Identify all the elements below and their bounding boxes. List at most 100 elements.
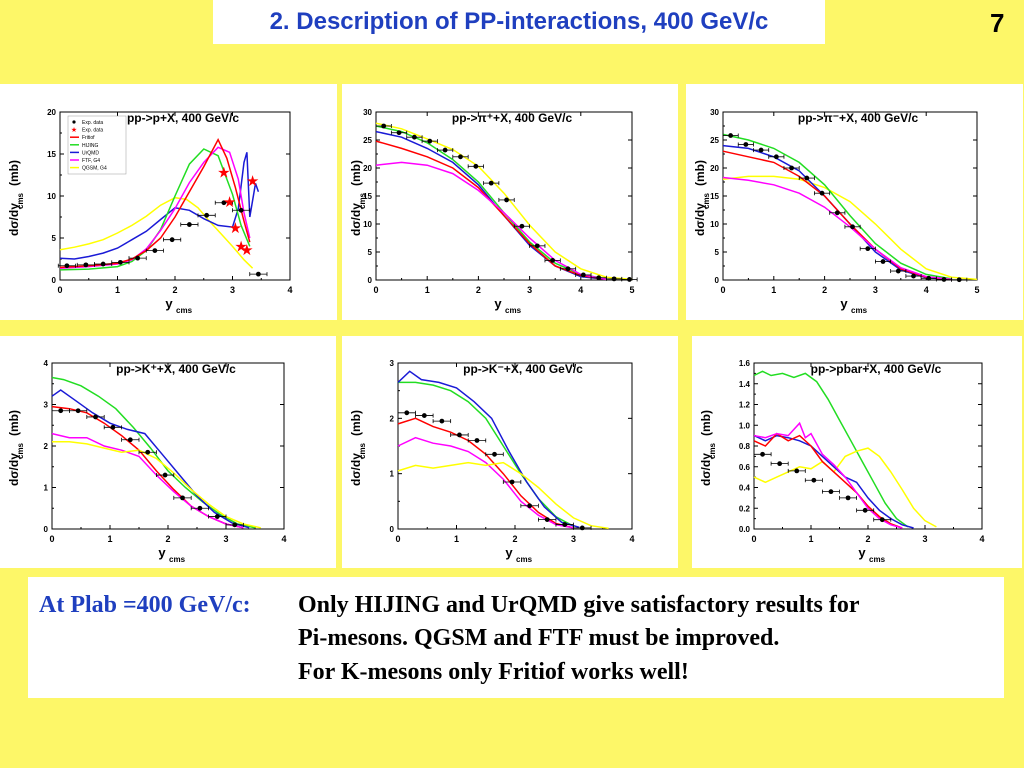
- series-line-qgsm-g4: [59, 196, 254, 269]
- y-tick-label: 1.2: [739, 401, 751, 410]
- exp-data-point: [850, 224, 855, 230]
- exp-data-point: [145, 449, 151, 455]
- exp-data-point: [255, 271, 261, 277]
- y-axis-label: dσ/dy: [349, 203, 363, 236]
- legend-marker-star: ★: [71, 126, 77, 134]
- series-line-hijing: [398, 381, 574, 527]
- legend-entry: HIJING: [82, 143, 99, 149]
- exp-data-point: [819, 190, 825, 196]
- x-tick-label: 3: [230, 285, 235, 295]
- y-tick-label: 20: [363, 164, 372, 173]
- exp-data-star: ★: [217, 163, 230, 181]
- x-tick-label: 4: [924, 285, 929, 295]
- slide-title: 2. Description of PP-interactions, 400 G…: [269, 8, 769, 35]
- exp-data-point: [221, 200, 227, 206]
- exp-data-point: [473, 163, 479, 169]
- exp-data-point: [58, 408, 64, 414]
- exp-data-point: [544, 517, 550, 522]
- exp-data-point: [804, 175, 810, 181]
- x-tick-label: 0: [395, 534, 400, 544]
- exp-data-point: [162, 472, 168, 478]
- x-axis-label: y: [494, 296, 502, 311]
- exp-data-point: [474, 438, 480, 443]
- y-tick-label: 0.8: [739, 442, 751, 451]
- y-tick-label: 1.6: [739, 359, 751, 368]
- plot-frame: [753, 362, 983, 530]
- conclusion-line-1: Only HIJING and UrQMD give satisfactory …: [298, 592, 860, 618]
- y-tick-label: 10: [47, 192, 56, 201]
- y-tick-label: 5: [368, 248, 373, 257]
- y-tick-label: 15: [710, 192, 719, 201]
- y-tick-label: 5: [715, 248, 720, 257]
- exp-data-point: [527, 503, 533, 509]
- exp-data-point: [93, 414, 98, 420]
- exp-data-point: [100, 261, 106, 267]
- y-axis-unit: (mb): [693, 160, 707, 186]
- y-tick-label: 0: [390, 525, 395, 534]
- chart-panel-pbar: 0 1 2 3 4 0.0 0.2 0.4 0.6 0.8 1.0 1.2 1.4 1.6 pp->pbar…: [692, 336, 1022, 568]
- exp-data-point: [811, 477, 817, 483]
- exp-data-star: ★: [223, 193, 236, 211]
- y-axis-unit: (mb): [349, 160, 363, 186]
- exp-data-point: [396, 130, 402, 136]
- x-axis-label: y: [858, 545, 866, 560]
- exp-data-point: [169, 237, 175, 243]
- exp-data-point: [611, 276, 617, 282]
- exp-data-point: [421, 413, 427, 418]
- legend-entry: Exp. data: [82, 120, 103, 126]
- exp-data-point: [509, 479, 515, 485]
- x-axis-label: y: [165, 296, 173, 311]
- y-tick-label: 30: [363, 108, 372, 117]
- y-tick-label: 0: [368, 276, 373, 285]
- chart-panel-k-minus: 0 1 2 3 4 0 1 2 3 pp->K⁻+X, 400 GeV/c y cms dσ/dy cms…: [342, 336, 678, 568]
- series-line-urqmd: [59, 152, 260, 260]
- y-tick-label: 1.0: [739, 421, 751, 430]
- exp-data-point: [439, 418, 445, 424]
- x-axis-label-sub: cms: [516, 555, 533, 564]
- chart-panel-proton: 0 1 2 3 4 0 5 10 15 20 ★ ★ ★ ★ ★ ★ pp->p+X, 400 GeV/c y cm…: [0, 84, 337, 320]
- exp-data-point: [186, 222, 192, 227]
- exp-data-point: [794, 468, 800, 474]
- y-axis-label: dσ/dy: [7, 453, 21, 486]
- legend-entry: QGSM, G4: [82, 166, 107, 172]
- x-tick-label: 1: [454, 534, 459, 544]
- series-line-fritiof: [753, 432, 903, 529]
- chart-panel-pi-plus: 0 1 2 3 4 5 0 5 10 15 20 25 30 pp->π⁺+X, 400 GeV/c y cm…: [342, 84, 678, 320]
- y-axis-label-sub: cms: [358, 442, 367, 459]
- x-tick-label: 3: [527, 285, 532, 295]
- y-tick-label: 1: [390, 470, 395, 479]
- y-tick-label: 15: [47, 150, 56, 159]
- exp-data-star: ★: [246, 172, 259, 190]
- y-axis-label: dσ/dy: [699, 453, 713, 486]
- x-tick-label: 0: [373, 285, 378, 295]
- series-line-fritiof: [397, 417, 574, 529]
- exp-data-point: [773, 154, 779, 160]
- x-tick-label: 2: [512, 534, 517, 544]
- x-tick-label: 4: [979, 534, 984, 544]
- x-tick-label: 0: [49, 534, 54, 544]
- chart-title: pp->pbar+X, 400 GeV/c: [811, 362, 942, 376]
- y-tick-label: 4: [44, 359, 49, 368]
- exp-data-point: [135, 255, 141, 261]
- series-line-ftf-g4: [753, 421, 903, 529]
- y-tick-label: 5: [52, 234, 57, 243]
- series-line-urqmd: [397, 370, 580, 529]
- x-axis-label: y: [505, 545, 513, 560]
- y-tick-label: 15: [363, 192, 372, 201]
- exp-data-point: [956, 277, 962, 283]
- series-line-fritiof: [722, 150, 952, 281]
- chart-title: pp->K⁺+X, 400 GeV/c: [116, 362, 236, 376]
- series-line-qgsm-g4: [375, 122, 633, 281]
- y-tick-label: 3: [44, 401, 49, 410]
- conclusion-box: At Plab =400 GeV/c: Only HIJING and UrQM…: [28, 577, 1004, 698]
- exp-data-point: [457, 432, 462, 438]
- x-tick-label: 2: [865, 534, 870, 544]
- x-axis-label-sub: cms: [851, 306, 868, 315]
- series-line-ftf-g4: [722, 176, 952, 281]
- series-line-qgsm-g4: [397, 461, 609, 530]
